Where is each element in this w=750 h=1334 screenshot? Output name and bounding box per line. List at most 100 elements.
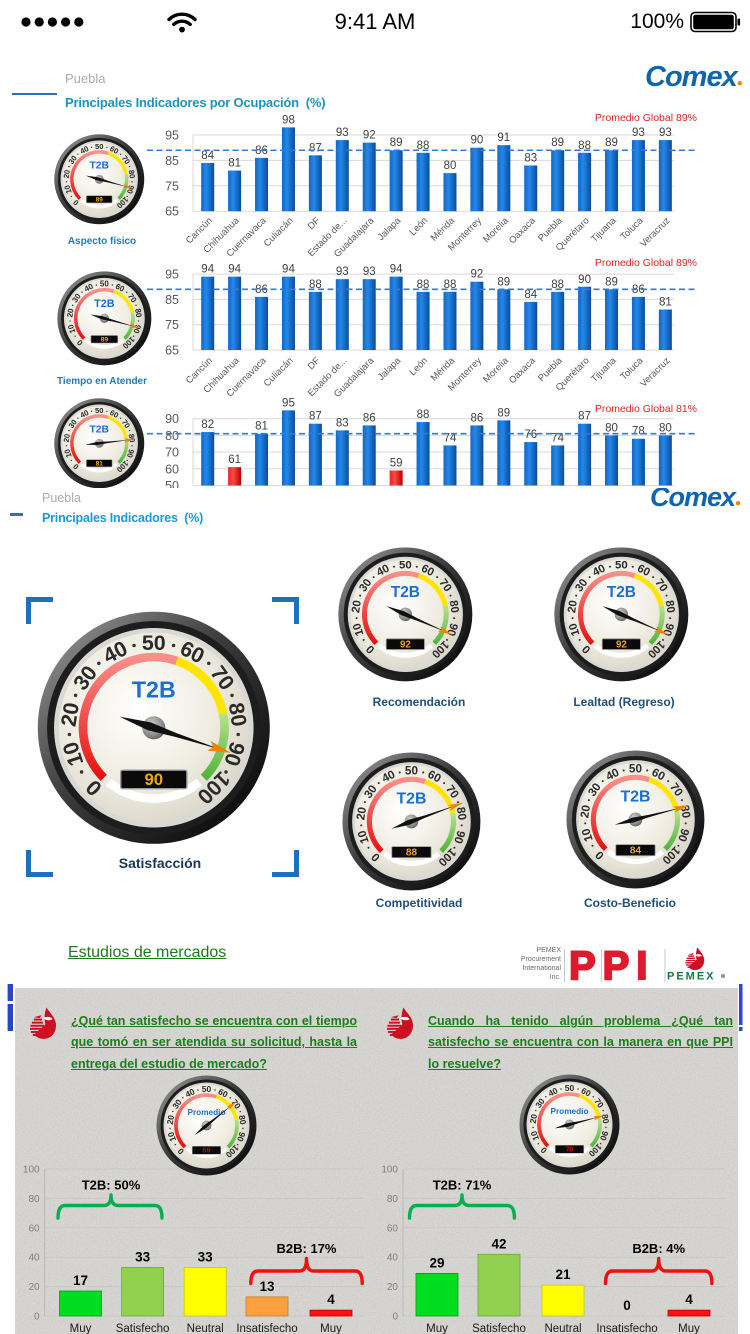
svg-text:4: 4: [327, 1292, 335, 1307]
svg-text:75: 75: [165, 179, 179, 193]
svg-text:10: 10: [351, 621, 366, 637]
svg-text:20: 20: [527, 1113, 538, 1124]
svg-text:82: 82: [201, 419, 214, 431]
svg-text:20: 20: [61, 169, 71, 179]
svg-text:Veracruz: Veracruz: [638, 355, 672, 389]
svg-text:International: International: [522, 965, 561, 972]
svg-text:21: 21: [555, 1267, 571, 1282]
svg-text:89: 89: [497, 407, 510, 419]
svg-text:T2B: T2B: [620, 788, 650, 805]
svg-text:92: 92: [616, 639, 627, 650]
svg-text:89: 89: [100, 336, 108, 343]
svg-text:20: 20: [164, 1114, 175, 1125]
svg-text:20: 20: [354, 805, 369, 820]
svg-text:0: 0: [392, 1312, 398, 1323]
svg-text:PEMEX: PEMEX: [667, 971, 716, 983]
svg-text:59: 59: [390, 457, 403, 469]
svg-text:T2B: T2B: [606, 584, 635, 601]
svg-text:0: 0: [538, 1144, 549, 1155]
svg-text:80: 80: [659, 422, 672, 434]
svg-text:93: 93: [363, 266, 376, 278]
svg-text:89: 89: [551, 137, 564, 149]
svg-text:95: 95: [165, 268, 179, 282]
svg-text:50: 50: [399, 559, 412, 571]
svg-text:20: 20: [350, 599, 364, 613]
svg-text:93: 93: [659, 127, 672, 139]
svg-text:Procurement: Procurement: [521, 956, 561, 963]
svg-text:10: 10: [62, 184, 73, 195]
svg-text:40: 40: [387, 1253, 399, 1264]
svg-text:88: 88: [309, 279, 322, 291]
svg-text:100: 100: [381, 1165, 398, 1176]
svg-text:80: 80: [444, 160, 457, 172]
svg-text:10: 10: [66, 322, 77, 334]
svg-text:42: 42: [491, 1236, 506, 1251]
svg-text:50: 50: [615, 559, 628, 571]
svg-text:Tijuana: Tijuana: [589, 215, 619, 245]
svg-text:95: 95: [282, 397, 295, 409]
svg-text:Neutral: Neutral: [187, 1323, 224, 1334]
svg-text:10: 10: [528, 1129, 541, 1141]
svg-text:0: 0: [71, 462, 80, 471]
svg-text:50: 50: [165, 479, 179, 488]
svg-text:84: 84: [201, 150, 214, 162]
svg-text:81: 81: [228, 158, 241, 170]
svg-text:40: 40: [78, 408, 90, 420]
svg-text:89: 89: [390, 137, 403, 149]
svg-text:40: 40: [78, 144, 90, 156]
svg-text:60: 60: [108, 408, 120, 420]
svg-text:83: 83: [524, 152, 537, 164]
svg-text:20: 20: [566, 599, 580, 613]
svg-text:50: 50: [628, 762, 642, 775]
svg-text:65: 65: [165, 205, 179, 219]
svg-text:29: 29: [429, 1255, 444, 1270]
svg-text:50: 50: [95, 142, 103, 151]
svg-text:88: 88: [551, 279, 564, 291]
svg-text:Morelia: Morelia: [481, 215, 511, 245]
svg-text:65: 65: [165, 344, 179, 358]
svg-text:89: 89: [95, 196, 103, 203]
svg-text:Muy: Muy: [320, 1323, 342, 1334]
svg-text:87: 87: [578, 411, 591, 423]
svg-text:Promedio: Promedio: [550, 1107, 588, 1116]
svg-text:94: 94: [390, 264, 403, 276]
svg-text:B2B: 17%: B2B: 17%: [277, 1241, 337, 1256]
svg-text:94: 94: [201, 264, 214, 276]
svg-text:80: 80: [447, 599, 461, 613]
svg-text:87: 87: [309, 142, 322, 154]
svg-text:50: 50: [95, 406, 103, 415]
svg-text:Oaxaca: Oaxaca: [507, 215, 538, 246]
svg-text:10: 10: [165, 1130, 178, 1142]
svg-text:78: 78: [632, 426, 645, 438]
svg-text:81: 81: [95, 460, 103, 467]
svg-text:90: 90: [125, 448, 136, 459]
svg-text:DF: DF: [306, 355, 323, 372]
svg-text:Satisfecho: Satisfecho: [116, 1323, 170, 1334]
svg-text:10: 10: [355, 828, 372, 845]
svg-text:92: 92: [400, 639, 411, 650]
svg-text:60: 60: [387, 1223, 399, 1234]
svg-text:DF: DF: [306, 215, 323, 232]
svg-text:PEMEX: PEMEX: [536, 947, 561, 954]
svg-text:75: 75: [165, 318, 179, 332]
svg-text:León: León: [407, 355, 430, 378]
svg-text:80: 80: [165, 429, 179, 443]
svg-text:50: 50: [404, 764, 418, 777]
svg-text:Jalapa: Jalapa: [376, 355, 404, 383]
svg-text:T2B: T2B: [132, 676, 176, 702]
svg-text:93: 93: [336, 127, 349, 139]
svg-text:Veracruz: Veracruz: [638, 215, 672, 249]
svg-text:Tijuana: Tijuana: [589, 355, 619, 385]
svg-text:50: 50: [142, 631, 166, 655]
svg-text:17: 17: [73, 1273, 88, 1288]
svg-text:T2B: T2B: [89, 160, 109, 171]
svg-text:Muy: Muy: [426, 1323, 448, 1334]
svg-text:50: 50: [201, 1084, 211, 1094]
svg-text:100: 100: [23, 1165, 40, 1176]
svg-text:80: 80: [662, 599, 676, 613]
svg-text:86: 86: [363, 412, 376, 424]
svg-text:89: 89: [605, 137, 618, 149]
svg-text:40: 40: [28, 1253, 40, 1264]
svg-text:60: 60: [108, 144, 120, 156]
svg-text:33: 33: [198, 1249, 214, 1264]
